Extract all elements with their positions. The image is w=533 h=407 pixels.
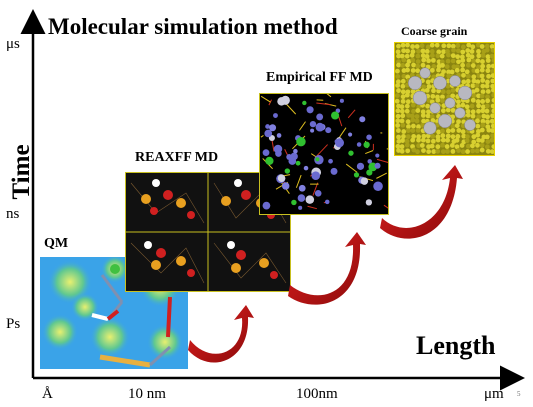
- y-tick-ps: Ps: [6, 316, 21, 332]
- arrow-ff-to-cg: [380, 165, 463, 239]
- coarse-grain-image: [394, 42, 495, 156]
- x-axis-label: Length: [416, 331, 496, 360]
- y-axis-label: Time: [8, 144, 35, 200]
- y-tick-ns: ns: [6, 206, 20, 222]
- arrow-qm-to-reaxff: [188, 305, 254, 363]
- x-tick-100nm: 100nm: [296, 386, 338, 402]
- stage-label-qm: QM: [44, 236, 69, 251]
- page-title: Molecular simulation method: [48, 14, 338, 39]
- arrow-reaxff-to-ff: [288, 232, 366, 305]
- qm-image: [40, 257, 188, 369]
- x-tick-angstrom: Å: [42, 386, 53, 402]
- y-tick-us: μs: [6, 36, 20, 52]
- stage-label-coarse-grain: Coarse grain: [401, 24, 468, 38]
- empirical-ff-image: [259, 93, 389, 215]
- x-tick-um: μm: [484, 386, 504, 402]
- x-tick-10nm: 10 nm: [128, 386, 166, 402]
- stage-label-reaxff: REAXFF MD: [135, 150, 219, 165]
- slide-number: 5: [517, 390, 521, 398]
- stage-label-empirical-ff: Empirical FF MD: [266, 70, 373, 85]
